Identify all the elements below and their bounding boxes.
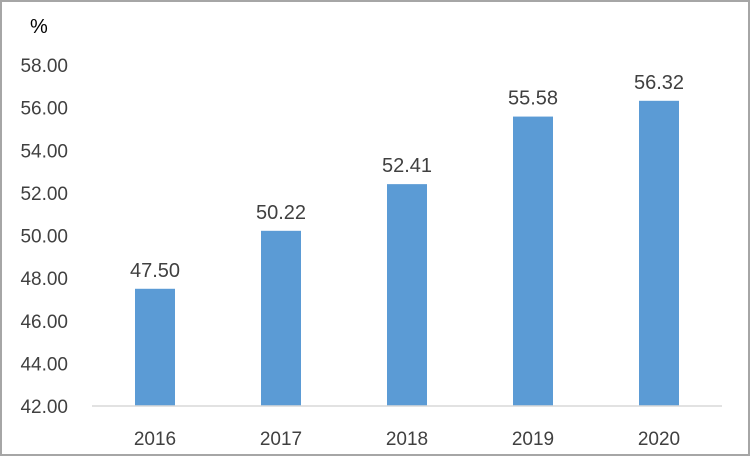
data-label-2018: 52.41 [382,155,432,177]
data-label-2016: 47.50 [130,260,180,282]
y-tick-label: 56.00 [20,99,68,120]
data-label-2017: 50.22 [256,202,306,224]
y-axis-ticks: 42.00 44.00 46.00 48.00 50.00 52.00 54.00 56.00… [20,56,68,418]
x-tick-label-2020: 2020 [638,429,680,450]
bar-2019 [513,116,553,407]
y-tick-label: 46.00 [20,312,68,333]
y-tick-label: 52.00 [20,184,68,205]
y-tick-label: 50.00 [20,227,68,248]
bar-2020 [639,100,679,407]
y-tick-label: 44.00 [20,354,68,375]
y-axis-unit-label: % [30,16,48,38]
x-tick-label-2019: 2019 [512,429,554,450]
x-tick-label-2018: 2018 [386,429,428,450]
y-tick-label: 58.00 [20,56,68,77]
bars: 47.50 50.22 52.41 55.58 56.32 [130,72,684,407]
y-tick-label: 54.00 [20,141,68,162]
data-label-2020: 56.32 [634,72,684,94]
bar-2017 [261,230,301,406]
bar-2018 [387,184,427,406]
x-tick-label-2017: 2017 [260,429,302,450]
bar-2016 [135,288,175,406]
x-tick-label-2016: 2016 [134,429,176,450]
x-axis-ticks: 2016 2017 2018 2019 2020 [134,429,680,450]
data-label-2019: 55.58 [508,88,558,110]
y-tick-label: 42.00 [20,397,68,418]
y-tick-label: 48.00 [20,269,68,290]
